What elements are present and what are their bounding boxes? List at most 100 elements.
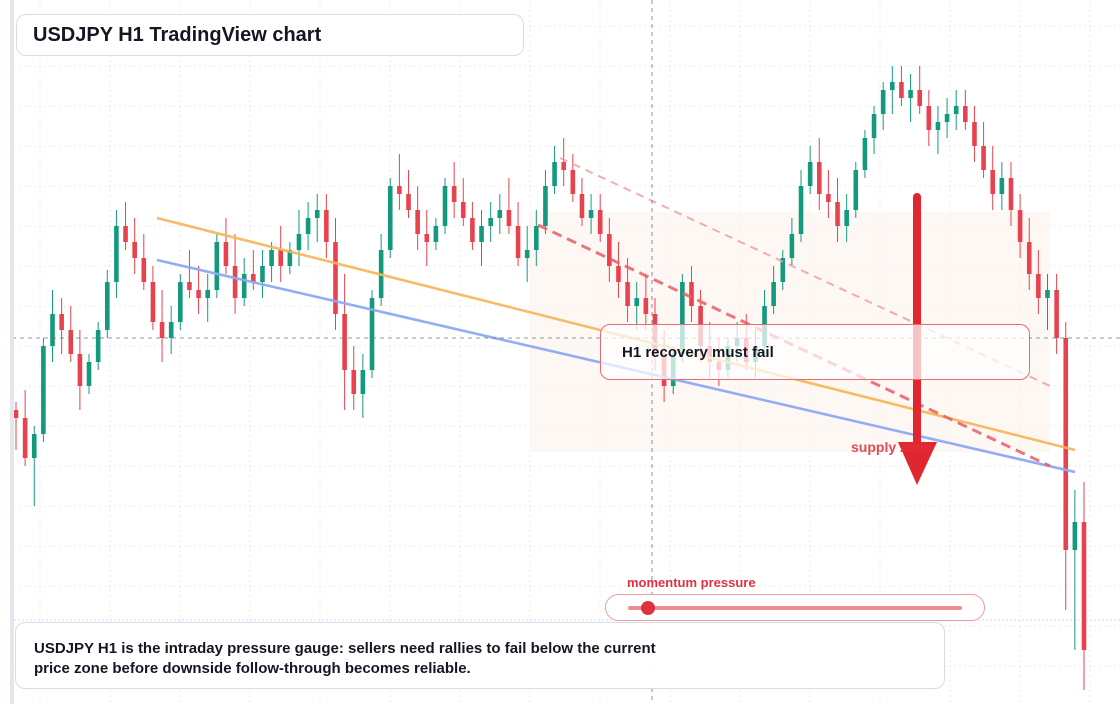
candle bbox=[1008, 162, 1014, 226]
candle-body bbox=[86, 362, 92, 386]
callout-text: H1 recovery must fail bbox=[622, 343, 774, 361]
candle-body bbox=[442, 186, 448, 226]
candle-body bbox=[789, 234, 795, 258]
candle-body bbox=[990, 170, 996, 194]
candle-body bbox=[926, 106, 932, 130]
candle-body bbox=[497, 210, 503, 218]
candle bbox=[515, 202, 521, 266]
candle-body bbox=[168, 322, 174, 338]
candle-body bbox=[104, 282, 110, 330]
candle bbox=[241, 258, 247, 306]
candle bbox=[415, 186, 420, 250]
candle bbox=[123, 202, 128, 250]
candle bbox=[479, 210, 484, 266]
candle bbox=[771, 266, 776, 314]
candle-body bbox=[123, 226, 128, 242]
candle bbox=[351, 346, 357, 410]
candle-body bbox=[607, 234, 612, 266]
candle bbox=[972, 106, 977, 162]
candle-body bbox=[77, 354, 83, 386]
candle-body bbox=[1054, 290, 1059, 338]
candle-body bbox=[59, 314, 64, 330]
chart-title-box: USDJPY H1 TradingView chart bbox=[16, 14, 524, 56]
candle bbox=[460, 178, 466, 226]
candle bbox=[260, 250, 265, 298]
candle-body bbox=[506, 210, 512, 226]
candle bbox=[442, 178, 448, 234]
candle bbox=[31, 426, 37, 506]
candle-body bbox=[1026, 242, 1032, 274]
candle-body bbox=[214, 242, 220, 290]
candle bbox=[141, 234, 147, 290]
candle-body bbox=[424, 234, 430, 242]
candle bbox=[607, 218, 612, 282]
recovery-callout: H1 recovery must fail bbox=[600, 324, 1030, 380]
gauge-track bbox=[628, 606, 962, 610]
dashed-resistance-line bbox=[537, 223, 1051, 468]
candle bbox=[333, 218, 338, 330]
candle bbox=[159, 290, 165, 362]
candle bbox=[251, 250, 256, 290]
candle bbox=[1017, 194, 1023, 258]
candle bbox=[342, 274, 347, 410]
candle-body bbox=[1081, 522, 1087, 650]
candle-body bbox=[588, 210, 594, 218]
candle bbox=[305, 202, 311, 250]
candle bbox=[816, 138, 822, 210]
candle bbox=[534, 210, 539, 266]
candle bbox=[223, 218, 229, 274]
candle bbox=[214, 234, 220, 298]
down-arrow-icon bbox=[898, 193, 937, 485]
candle-body bbox=[296, 234, 302, 250]
candle-body bbox=[333, 242, 338, 314]
candle bbox=[899, 66, 904, 106]
candle bbox=[871, 106, 877, 154]
candle bbox=[50, 290, 55, 362]
candle bbox=[497, 194, 503, 234]
momentum-gauge[interactable] bbox=[605, 594, 985, 621]
candle bbox=[835, 178, 840, 242]
candle-body bbox=[223, 242, 229, 266]
candle-body bbox=[351, 370, 357, 394]
candle bbox=[579, 178, 585, 226]
candle bbox=[953, 90, 959, 130]
candle-body bbox=[41, 346, 46, 434]
candle bbox=[789, 218, 795, 266]
candle-body bbox=[360, 370, 366, 394]
candle bbox=[543, 170, 548, 234]
candle bbox=[890, 66, 895, 114]
candle bbox=[178, 274, 183, 330]
candle-body bbox=[187, 282, 192, 290]
candle-body bbox=[935, 122, 941, 130]
candle bbox=[981, 122, 986, 178]
candle bbox=[1045, 274, 1050, 330]
candle-body bbox=[415, 210, 420, 234]
candle bbox=[433, 218, 439, 250]
candle-body bbox=[944, 114, 950, 122]
candle bbox=[807, 146, 813, 194]
candle bbox=[597, 194, 603, 242]
candle bbox=[369, 290, 375, 378]
candle-body bbox=[260, 266, 265, 282]
candle-body bbox=[13, 410, 19, 418]
candle-body bbox=[798, 186, 804, 234]
candle bbox=[1072, 490, 1078, 650]
candle bbox=[689, 266, 694, 322]
candle bbox=[77, 330, 83, 410]
candle bbox=[287, 242, 293, 274]
candle-body bbox=[826, 194, 831, 202]
candle-body bbox=[880, 90, 886, 114]
momentum-label: momentum pressure bbox=[627, 575, 756, 590]
gauge-knob[interactable] bbox=[641, 601, 656, 615]
candle-body bbox=[524, 250, 530, 258]
caption-text: USDJPY H1 is the intraday pressure gauge… bbox=[34, 640, 656, 677]
candle-body bbox=[433, 226, 439, 242]
candle bbox=[424, 210, 430, 266]
candle bbox=[232, 234, 238, 314]
candle-body bbox=[643, 298, 649, 314]
candle bbox=[196, 266, 201, 314]
candle-body bbox=[972, 122, 977, 146]
candle bbox=[314, 194, 320, 242]
candle-body bbox=[342, 314, 347, 370]
